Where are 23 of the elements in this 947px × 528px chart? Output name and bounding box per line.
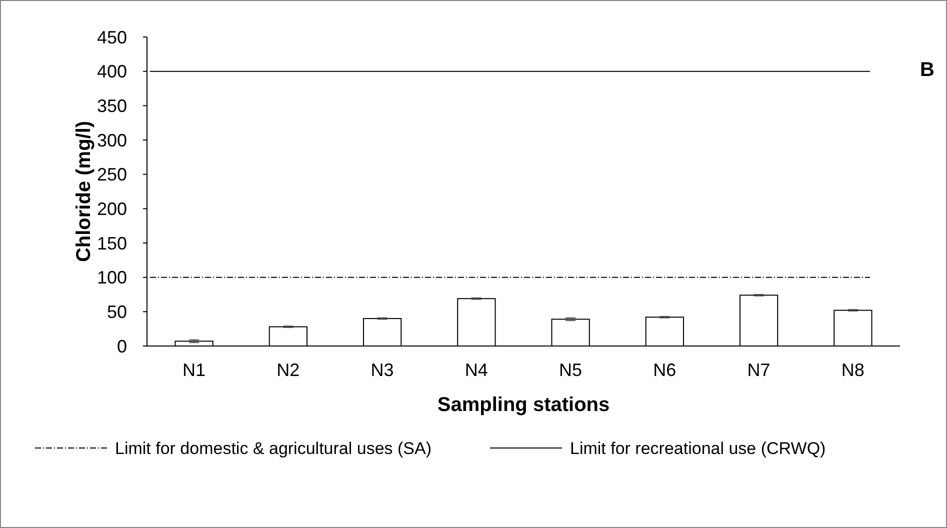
y-tick-label: 100	[96, 268, 127, 288]
y-tick-label: 400	[96, 62, 127, 82]
y-tick-label: 350	[96, 96, 127, 116]
x-axis-title: Sampling stations	[437, 394, 610, 416]
x-tick-label: N1	[182, 360, 206, 380]
x-tick-label: N4	[464, 360, 488, 380]
legend-label: Limit for recreational use (CRWQ)	[570, 438, 826, 458]
y-tick-label: 300	[96, 130, 127, 150]
x-tick-label: N5	[559, 360, 582, 380]
text: B	[920, 59, 934, 81]
y-axis-title: Chloride (mg/l)	[73, 120, 95, 262]
y-tick-label: 200	[96, 198, 127, 219]
x-tick-label: N7	[747, 360, 770, 380]
y-tick-label: 250	[96, 164, 127, 185]
y-tick-label: 150	[96, 233, 127, 254]
legend-label: Limit for domestic & agricultural uses (SA)	[115, 438, 432, 458]
x-tick-label: N8	[841, 360, 864, 380]
x-tick-label: N6	[653, 360, 676, 380]
x-tick-label: N3	[370, 360, 394, 380]
y-tick-label: 0	[116, 336, 127, 356]
y-tick-label: 450	[96, 27, 127, 48]
y-tick-label: 50	[106, 302, 127, 322]
x-tick-label: N2	[276, 360, 300, 380]
